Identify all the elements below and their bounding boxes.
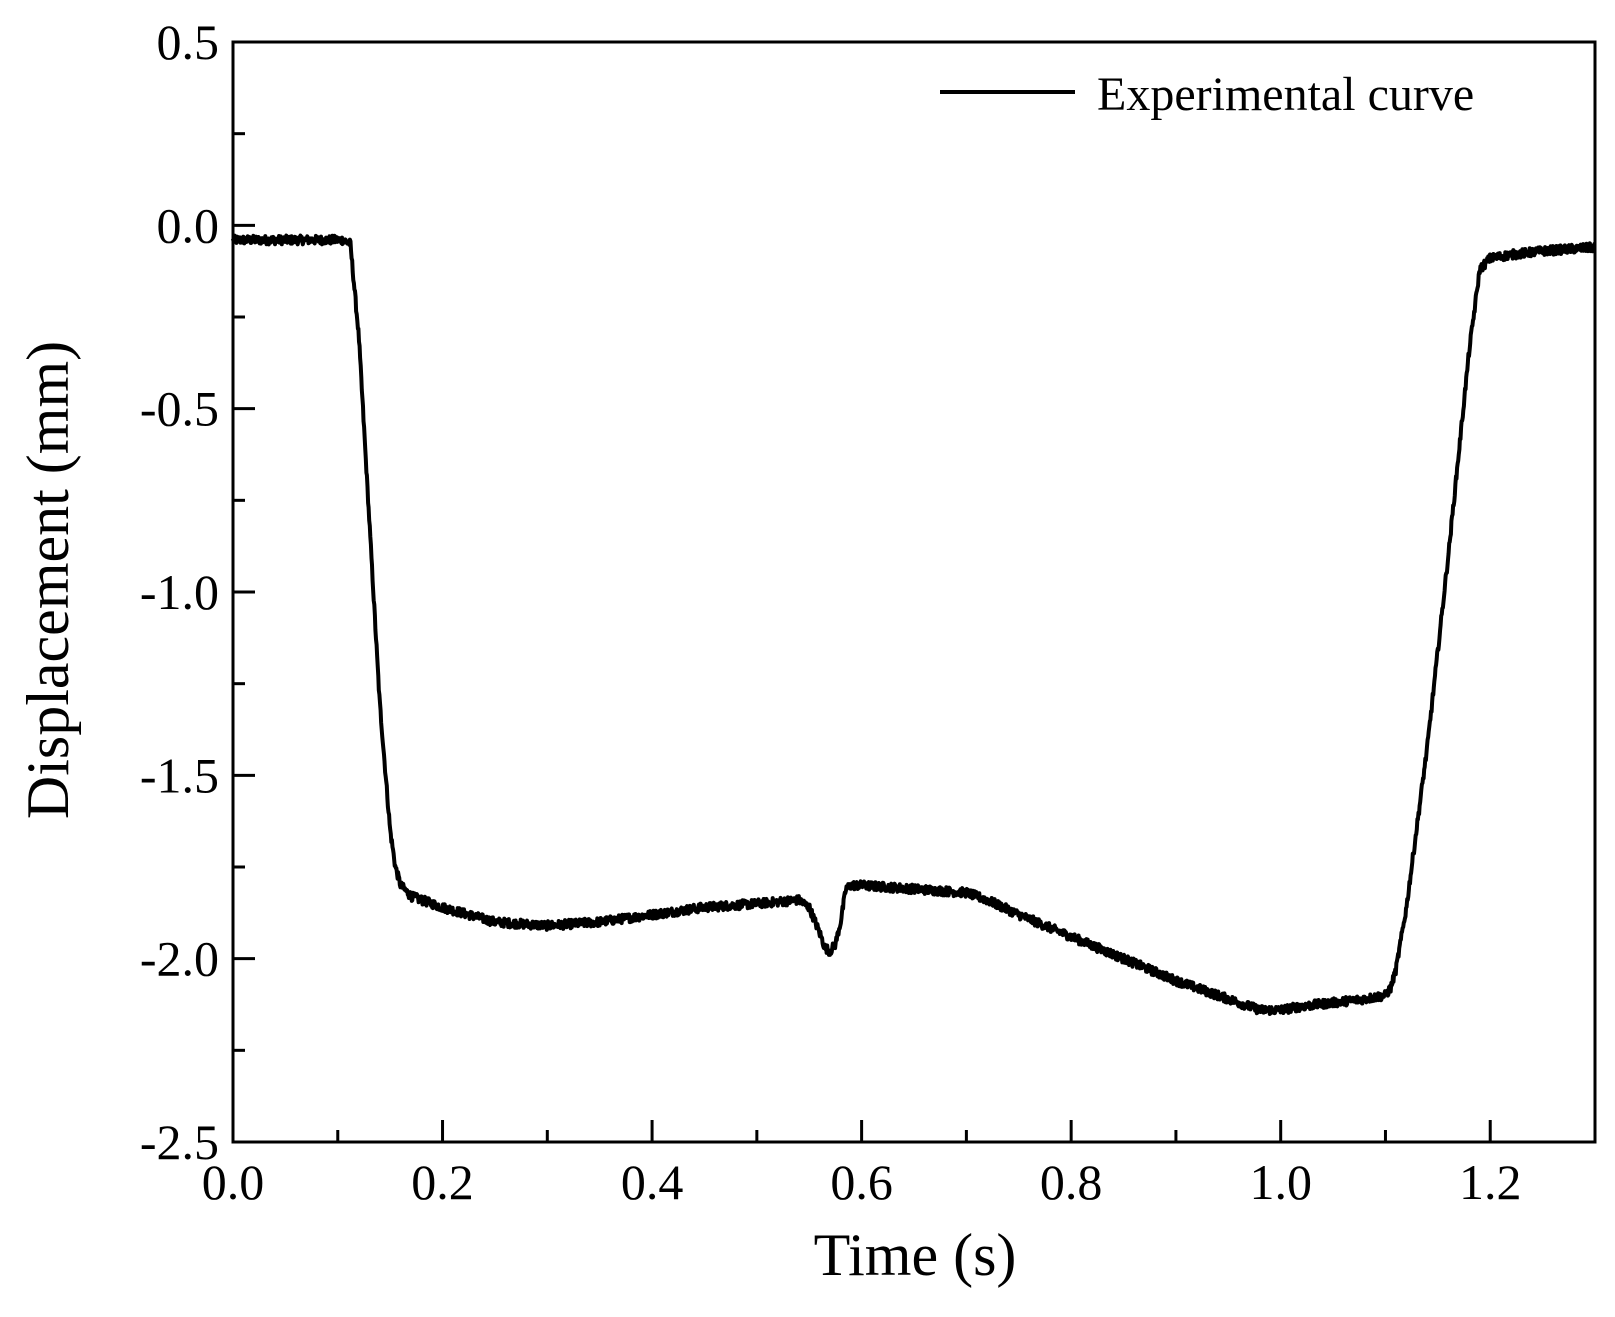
y-tick-label: -2.5 <box>140 1114 219 1170</box>
x-tick-label: 1.0 <box>1249 1154 1312 1210</box>
legend: Experimental curve <box>940 68 1474 121</box>
y-axis-title: Displacement (mm) <box>15 341 81 819</box>
x-tick-label: 1.2 <box>1459 1154 1522 1210</box>
x-tick-label: 0.2 <box>411 1154 474 1210</box>
x-tick-label: 0.6 <box>830 1154 893 1210</box>
x-tick-label: 0.8 <box>1040 1154 1103 1210</box>
x-tick-label: 0.4 <box>621 1154 684 1210</box>
legend-label: Experimental curve <box>1097 68 1474 121</box>
x-axis-title: Time (s) <box>814 1222 1017 1288</box>
y-tick-label: -1.0 <box>140 564 219 620</box>
y-tick-label: -0.5 <box>140 381 219 437</box>
y-tick-label: -1.5 <box>140 747 219 803</box>
ticks-layer <box>231 40 1492 1144</box>
y-tick-label: 0.0 <box>157 197 220 253</box>
x-tick-label: 0.0 <box>202 1154 265 1210</box>
y-tick-label: 0.5 <box>157 14 220 70</box>
series-layer <box>231 233 1597 1016</box>
y-tick-label: -2.0 <box>140 931 219 987</box>
series-line-experimental-curve <box>231 233 1597 1016</box>
tick-labels: 0.0 0.2 0.4 0.6 0.8 1.0 1.2 0.5 0.0 -0.5 -1.0 -1.5 -… <box>140 14 1522 1210</box>
plot-frame <box>231 40 1597 1144</box>
